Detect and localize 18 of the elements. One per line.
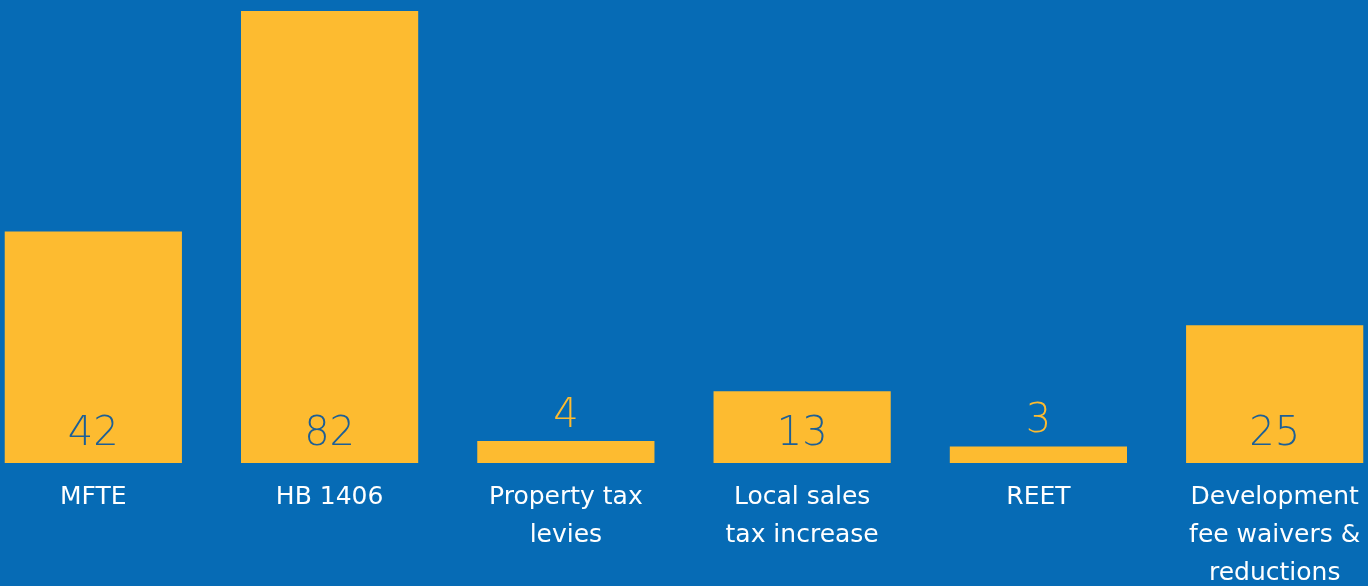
x-tick-label: MFTE <box>60 480 127 510</box>
bar <box>4 231 182 463</box>
x-tick-label: REET <box>1006 480 1072 510</box>
data-label: 25 <box>1249 408 1301 454</box>
data-label: 13 <box>776 408 828 454</box>
x-tick-label: Local sales tax increase <box>725 480 879 548</box>
data-label: 82 <box>304 408 356 454</box>
x-tick-label: Property tax levies <box>489 480 643 548</box>
bar <box>949 446 1128 463</box>
x-tick-label: Development fee waivers & reductions <box>1189 480 1361 586</box>
x-tick-label: HB 1406 <box>275 480 384 510</box>
bar <box>477 440 655 463</box>
data-label: 42 <box>67 408 119 454</box>
data-label: 3 <box>1025 395 1052 442</box>
bar <box>713 391 891 463</box>
bar <box>240 11 419 463</box>
bar <box>1186 325 1364 463</box>
data-label: 4 <box>553 389 579 436</box>
